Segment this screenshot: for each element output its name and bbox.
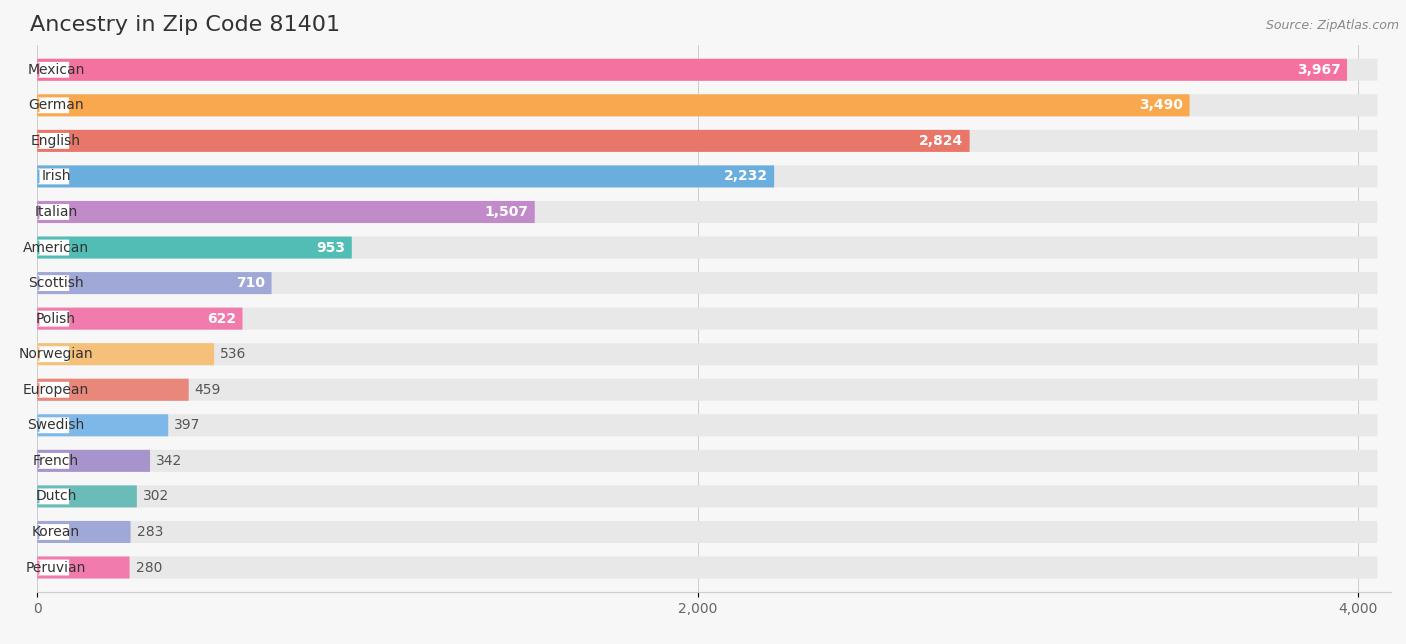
FancyBboxPatch shape <box>37 201 534 223</box>
Text: 2,232: 2,232 <box>724 169 768 184</box>
FancyBboxPatch shape <box>38 62 69 78</box>
FancyBboxPatch shape <box>37 130 970 152</box>
FancyBboxPatch shape <box>37 272 271 294</box>
Text: American: American <box>22 241 89 254</box>
FancyBboxPatch shape <box>38 417 69 433</box>
FancyBboxPatch shape <box>37 343 1378 365</box>
FancyBboxPatch shape <box>37 236 352 258</box>
Text: 397: 397 <box>174 419 201 432</box>
FancyBboxPatch shape <box>38 382 69 398</box>
FancyBboxPatch shape <box>37 414 1378 437</box>
Text: Scottish: Scottish <box>28 276 84 290</box>
Text: 1,507: 1,507 <box>484 205 529 219</box>
FancyBboxPatch shape <box>37 308 1378 330</box>
Text: 3,967: 3,967 <box>1296 62 1340 77</box>
FancyBboxPatch shape <box>37 130 1378 152</box>
Text: 2,824: 2,824 <box>918 134 963 148</box>
Text: Dutch: Dutch <box>35 489 77 504</box>
FancyBboxPatch shape <box>37 59 1378 80</box>
FancyBboxPatch shape <box>37 166 1378 187</box>
FancyBboxPatch shape <box>38 240 69 256</box>
Text: Peruvian: Peruvian <box>25 560 86 574</box>
Text: English: English <box>31 134 82 148</box>
FancyBboxPatch shape <box>37 486 1378 507</box>
FancyBboxPatch shape <box>37 236 1378 258</box>
FancyBboxPatch shape <box>37 94 1378 117</box>
FancyBboxPatch shape <box>37 201 1378 223</box>
FancyBboxPatch shape <box>37 486 136 507</box>
FancyBboxPatch shape <box>38 133 69 149</box>
Text: German: German <box>28 99 84 112</box>
Text: 302: 302 <box>143 489 169 504</box>
FancyBboxPatch shape <box>37 556 1378 578</box>
Text: French: French <box>32 454 79 468</box>
FancyBboxPatch shape <box>38 453 69 469</box>
Text: 3,490: 3,490 <box>1139 99 1182 112</box>
FancyBboxPatch shape <box>37 343 214 365</box>
FancyBboxPatch shape <box>38 346 69 362</box>
FancyBboxPatch shape <box>37 379 1378 401</box>
Text: 710: 710 <box>236 276 264 290</box>
FancyBboxPatch shape <box>37 94 1189 117</box>
Text: 953: 953 <box>316 241 346 254</box>
FancyBboxPatch shape <box>38 310 69 327</box>
Text: 280: 280 <box>135 560 162 574</box>
FancyBboxPatch shape <box>37 272 1378 294</box>
Text: Swedish: Swedish <box>27 419 84 432</box>
FancyBboxPatch shape <box>37 556 129 578</box>
FancyBboxPatch shape <box>38 560 69 576</box>
FancyBboxPatch shape <box>38 204 69 220</box>
Text: 536: 536 <box>221 347 246 361</box>
Text: 283: 283 <box>136 525 163 539</box>
Text: 342: 342 <box>156 454 183 468</box>
FancyBboxPatch shape <box>37 59 1347 80</box>
FancyBboxPatch shape <box>37 521 1378 543</box>
FancyBboxPatch shape <box>37 450 150 472</box>
FancyBboxPatch shape <box>38 524 69 540</box>
Text: European: European <box>22 383 89 397</box>
Text: Polish: Polish <box>37 312 76 326</box>
Text: Irish: Irish <box>41 169 70 184</box>
FancyBboxPatch shape <box>37 166 775 187</box>
FancyBboxPatch shape <box>37 308 242 330</box>
FancyBboxPatch shape <box>38 169 69 184</box>
Text: Norwegian: Norwegian <box>18 347 93 361</box>
Text: Mexican: Mexican <box>27 62 84 77</box>
Text: Korean: Korean <box>32 525 80 539</box>
FancyBboxPatch shape <box>38 97 69 113</box>
Text: Italian: Italian <box>34 205 77 219</box>
Text: Source: ZipAtlas.com: Source: ZipAtlas.com <box>1265 19 1399 32</box>
FancyBboxPatch shape <box>37 521 131 543</box>
Text: 622: 622 <box>207 312 236 326</box>
Text: Ancestry in Zip Code 81401: Ancestry in Zip Code 81401 <box>31 15 340 35</box>
Text: 459: 459 <box>194 383 221 397</box>
FancyBboxPatch shape <box>37 379 188 401</box>
FancyBboxPatch shape <box>37 450 1378 472</box>
FancyBboxPatch shape <box>37 414 169 437</box>
FancyBboxPatch shape <box>38 275 69 291</box>
FancyBboxPatch shape <box>38 488 69 504</box>
